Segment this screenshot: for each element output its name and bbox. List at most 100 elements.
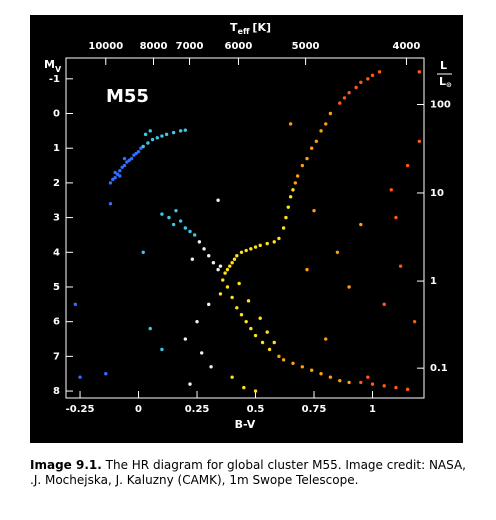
star-point: [178, 129, 183, 133]
star-point: [265, 330, 269, 334]
star-point: [113, 170, 117, 175]
star-point: [200, 351, 204, 355]
star-point: [146, 141, 150, 145]
star-point: [122, 156, 127, 161]
panel: [30, 15, 463, 443]
star-point: [148, 129, 152, 133]
star-point: [338, 378, 342, 383]
star-point: [160, 212, 164, 216]
star-point: [216, 267, 220, 272]
y-tick-label: 4: [53, 247, 60, 258]
star-point: [272, 340, 276, 345]
star-point: [232, 257, 237, 261]
star-point: [394, 385, 398, 390]
y-axis-title-sub: V: [55, 65, 62, 74]
star-point: [108, 181, 113, 185]
star-point: [104, 372, 108, 376]
star-point: [366, 375, 370, 379]
star-point: [134, 151, 138, 156]
star-point: [291, 188, 295, 192]
chart-title: M55: [106, 86, 149, 107]
star-point: [183, 337, 188, 341]
star-point: [141, 144, 145, 149]
star-point: [260, 340, 265, 345]
x2-tick-label: 8000: [140, 41, 168, 52]
star-point: [319, 372, 323, 376]
star-point: [122, 163, 127, 168]
star-point: [244, 248, 248, 253]
y2-axis-title-den: L⊙: [439, 75, 452, 89]
y2-tick-label: 1: [430, 276, 437, 287]
x2-axis-title-main: T: [230, 21, 238, 34]
star-point: [291, 361, 295, 366]
star-point: [235, 254, 239, 258]
star-point: [359, 222, 363, 227]
star-point: [342, 96, 347, 100]
star-point: [281, 358, 286, 362]
y-tick-label: 0: [53, 109, 60, 120]
x-tick-label: 0.5: [247, 404, 265, 415]
star-point: [218, 292, 223, 296]
x-tick-label: 0.25: [185, 404, 210, 415]
star-point: [370, 382, 375, 386]
star-point: [216, 198, 220, 202]
y-tick-label: -1: [49, 74, 60, 85]
star-point: [347, 380, 351, 385]
star-point: [359, 80, 363, 84]
star-point: [295, 174, 300, 178]
star-point: [305, 267, 309, 272]
x-tick-label: 0: [135, 404, 142, 415]
caption-text: The HR diagram for global cluster M55. I…: [30, 458, 466, 487]
star-point: [197, 240, 202, 244]
x2-axis-title-unit: [K]: [252, 21, 271, 34]
x2-tick-label: 4000: [393, 41, 421, 52]
star-point: [115, 172, 120, 176]
star-point: [324, 122, 328, 126]
star-point: [359, 380, 363, 385]
x-tick-label: -0.25: [66, 404, 95, 415]
chart: M55 B-V MV Teff [K] L L⊙ -0.25 0 0.25 0.5 0.7…: [30, 15, 463, 443]
y-axis-title: MV: [44, 58, 62, 74]
star-point: [73, 302, 78, 307]
star-point: [188, 229, 192, 234]
star-point: [171, 222, 176, 227]
y2-axis-title-den-main: L: [439, 75, 446, 88]
x2-axis-title-sub: eff: [238, 27, 250, 36]
y-tick-label: 5: [53, 282, 60, 293]
star-point: [246, 299, 251, 303]
star-point: [237, 281, 241, 286]
y-tick-label: 8: [53, 386, 60, 397]
star-point: [370, 73, 375, 78]
star-point: [366, 77, 370, 81]
caption-label: Image 9.1.: [30, 458, 102, 472]
x2-tick-label: 10000: [88, 41, 123, 52]
star-point: [319, 129, 323, 133]
star-point: [277, 236, 281, 241]
y2-axis-title-num: L: [440, 59, 447, 72]
star-point: [178, 219, 183, 223]
star-point: [309, 146, 314, 150]
star-point: [305, 156, 309, 161]
star-point: [300, 365, 305, 369]
star-point: [235, 306, 239, 310]
star-point: [223, 271, 227, 275]
star-point: [300, 163, 305, 168]
y-tick-label: 3: [53, 213, 60, 224]
y2-tick-label: 0.1: [430, 363, 448, 374]
star-point: [192, 233, 197, 237]
star-point: [207, 302, 211, 307]
star-point: [125, 160, 129, 164]
star-point: [328, 111, 333, 116]
star-point: [253, 333, 258, 338]
y2-axis-title-sub: ⊙: [446, 81, 452, 89]
star-point: [108, 202, 113, 206]
star-point: [309, 368, 314, 372]
star-point: [288, 195, 293, 199]
star-point: [258, 243, 262, 248]
star-point: [207, 254, 211, 258]
star-point: [190, 257, 195, 261]
star-point: [338, 101, 342, 105]
star-point: [225, 267, 230, 272]
y2-tick-label: 10: [430, 188, 444, 199]
